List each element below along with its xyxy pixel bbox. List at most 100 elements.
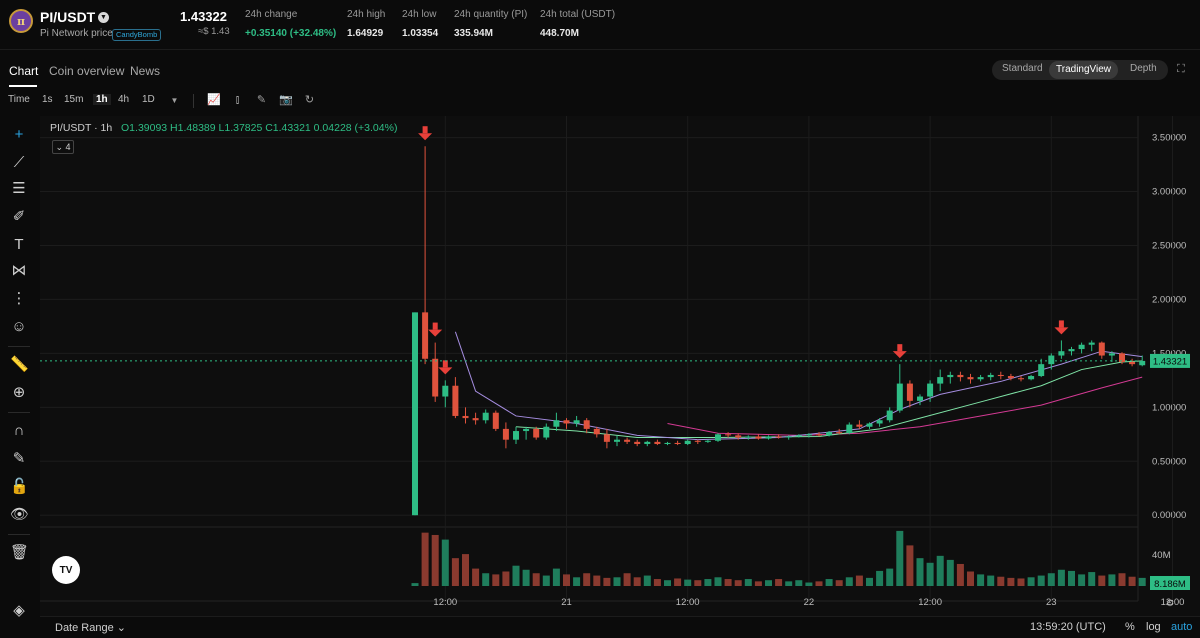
volume-bar: [674, 578, 682, 586]
volume-bar: [563, 574, 570, 586]
price-axis-label: 2.00000: [1152, 294, 1186, 305]
interval-1h[interactable]: 1h: [93, 94, 111, 105]
ruler-icon[interactable]: 📏: [10, 356, 29, 373]
volume-bar: [724, 579, 732, 586]
volume-bar: [946, 559, 954, 586]
volume-bar: [855, 575, 863, 586]
volume-bar: [1007, 577, 1015, 586]
reset-icon[interactable]: ↻: [304, 94, 315, 106]
eye-icon[interactable]: 👁: [10, 506, 30, 523]
volume-bar: [1037, 575, 1045, 586]
pair-title[interactable]: PI/USDT: [40, 9, 96, 25]
volume-bar: [1108, 574, 1116, 586]
volume-bar: [593, 575, 601, 586]
prediction-icon[interactable]: ⋮: [11, 290, 27, 307]
tab-chart[interactable]: Chart: [9, 64, 39, 78]
camera-icon[interactable]: 📷: [279, 94, 293, 106]
zoom-in-icon[interactable]: ⊕: [12, 384, 26, 401]
tab-coin-overview[interactable]: Coin overview: [49, 64, 125, 78]
percent-toggle[interactable]: %: [1125, 621, 1135, 633]
stat-label: 24h low: [402, 9, 437, 20]
volume-bar: [1057, 569, 1065, 586]
candlestick-chart-svg[interactable]: 3.50000 3.00000 2.50000 2.00000 1.50000 1.000…: [40, 116, 1200, 616]
volume-bar: [977, 574, 985, 586]
candybomb-badge[interactable]: CandyBomb: [112, 29, 162, 41]
interval-1s[interactable]: 1s: [42, 94, 53, 105]
candle-body: [775, 436, 782, 438]
volume-bar: [1027, 577, 1035, 586]
volume-bar: [441, 539, 449, 586]
lock-drawings-icon[interactable]: ✎: [12, 450, 26, 467]
candle-body: [502, 428, 509, 440]
candle-body: [795, 435, 802, 437]
auto-toggle[interactable]: auto: [1171, 621, 1193, 633]
stat-label: 24h quantity (PI): [454, 9, 528, 20]
candle-body: [1119, 353, 1125, 362]
draw-pen-icon[interactable]: ✎: [256, 94, 267, 106]
volume-bar: [916, 558, 924, 586]
candle-body: [704, 440, 711, 442]
price-chart[interactable]: 3.50000 3.00000 2.50000 2.00000 1.50000 1.000…: [40, 116, 1200, 616]
crosshair-icon[interactable]: +: [14, 126, 24, 143]
candle-body: [1129, 362, 1136, 365]
view-mode-standard[interactable]: Standard: [1002, 63, 1043, 74]
tradingview-logo[interactable]: TV: [52, 556, 80, 584]
candle-body: [866, 423, 873, 427]
candle-body: [412, 312, 418, 516]
trend-line-icon[interactable]: ⟋: [13, 154, 25, 171]
date-range-button[interactable]: Date Range ⌄: [55, 622, 126, 634]
trash-icon[interactable]: 🗑: [10, 544, 30, 561]
candle-body: [654, 441, 661, 444]
pattern-icon[interactable]: ⋈: [11, 262, 27, 279]
candle-body: [836, 432, 843, 434]
sell-marker-stem: [422, 126, 428, 134]
volume-axis-label: 40M: [1152, 550, 1171, 561]
view-mode-depth[interactable]: Depth: [1130, 63, 1157, 74]
candle-style-icon[interactable]: ⫾: [235, 94, 240, 106]
volume-bar: [1078, 574, 1086, 586]
candle-body: [735, 435, 742, 438]
candle-body: [1088, 342, 1095, 345]
volume-bar: [1128, 576, 1136, 586]
view-mode-tradingview[interactable]: TradingView: [1049, 61, 1119, 79]
stat-24h-quantity: 24h quantity (PI) 335.94M: [454, 9, 527, 39]
fullscreen-icon[interactable]: ⛶: [1177, 63, 1185, 75]
horizontal-lines-icon[interactable]: ☰: [12, 180, 26, 197]
volume-bar: [643, 575, 651, 586]
candle-body: [886, 410, 893, 421]
candle-body: [896, 383, 903, 411]
price-axis-label: 3.50000: [1152, 133, 1186, 144]
interval-15m[interactable]: 15m: [64, 94, 84, 105]
candle-body: [715, 434, 721, 441]
layers-icon[interactable]: ◈: [13, 602, 25, 619]
candle-body: [856, 424, 863, 427]
candle-body: [725, 434, 732, 436]
tool-divider: [8, 534, 30, 535]
indicators-icon[interactable]: 📈: [207, 94, 221, 106]
tab-news[interactable]: News: [130, 64, 161, 78]
candle-body: [937, 377, 944, 384]
lock-icon[interactable]: 🔓: [10, 478, 29, 495]
chevron-down-icon[interactable]: ▼: [98, 12, 109, 23]
volume-bar: [866, 577, 873, 586]
legend-collapse-button[interactable]: ⌄ 4: [52, 140, 74, 154]
price-axis-label: 2.50000: [1152, 240, 1186, 251]
emoji-icon[interactable]: ☺: [11, 318, 27, 335]
axis-settings-icon[interactable]: ⚙: [1166, 598, 1175, 609]
interval-dropdown-icon[interactable]: ▼: [170, 96, 179, 105]
interval-time[interactable]: Time: [8, 94, 30, 105]
volume-bar: [744, 579, 752, 586]
magnet-icon[interactable]: ∩: [13, 422, 25, 439]
volume-bar: [1017, 578, 1025, 586]
candle-body: [462, 415, 469, 419]
brush-icon[interactable]: ✐: [12, 208, 26, 225]
legend-ohlc: O1.39093 H1.48389 L1.37825 C1.43321 0.04…: [121, 122, 398, 134]
interval-1d[interactable]: 1D: [142, 94, 155, 105]
text-tool-icon[interactable]: T: [14, 236, 24, 253]
interval-4h[interactable]: 4h: [118, 94, 130, 105]
volume-bar: [815, 581, 823, 586]
utc-clock[interactable]: 13:59:20 (UTC): [1030, 621, 1106, 633]
volume-bar: [956, 563, 964, 586]
log-toggle[interactable]: log: [1146, 621, 1161, 633]
volume-bar: [694, 580, 702, 586]
